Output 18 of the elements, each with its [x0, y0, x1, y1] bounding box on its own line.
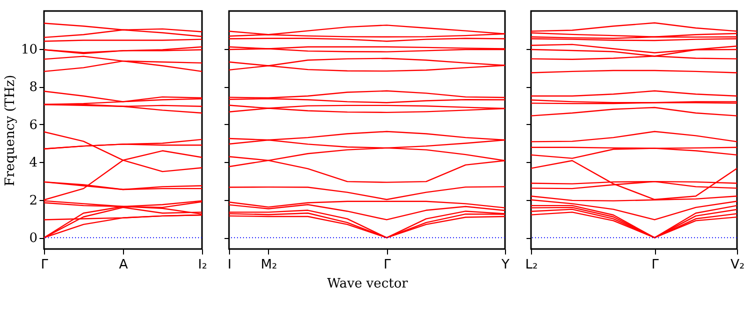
y-tick-label: 10: [20, 42, 38, 58]
y-tick-label: 0: [29, 231, 38, 246]
x-tick-label: Γ: [384, 258, 392, 272]
x-tick-label: Γ: [651, 258, 660, 272]
x-tick-label: A: [119, 258, 128, 272]
x-tick-label: I: [228, 258, 232, 272]
x-tick-label: Y: [500, 258, 510, 272]
y-axis-title: Frequency (THz): [2, 74, 18, 186]
y-tick-label: 2: [29, 193, 38, 208]
x-tick-label: Γ: [40, 258, 49, 272]
y-tick-label: 6: [29, 118, 38, 133]
x-axis-title: Wave vector: [327, 276, 409, 292]
x-tick-label: I₂: [198, 258, 208, 272]
x-tick-label: V₂: [730, 258, 745, 272]
y-tick-label: 4: [29, 156, 38, 171]
x-tick-label: M₂: [260, 258, 278, 272]
x-tick-label: L₂: [525, 258, 538, 272]
y-tick-label: 8: [29, 80, 38, 96]
